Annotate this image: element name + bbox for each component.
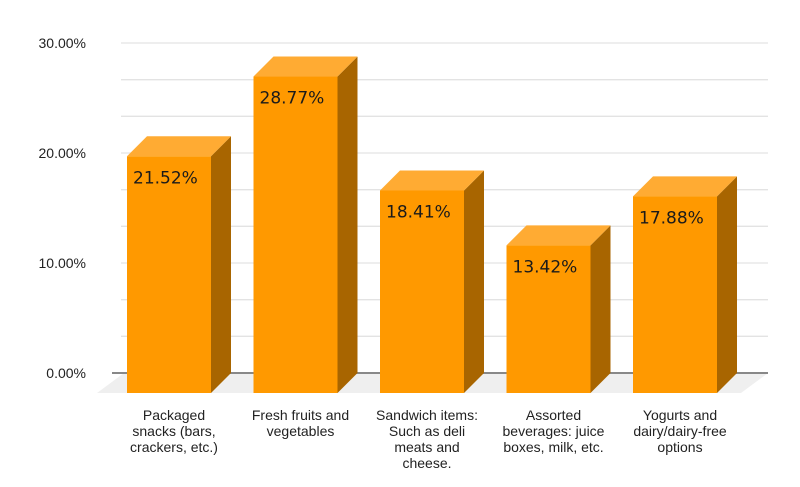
category-label: Packaged snacks (bars, crackers, etc.) (130, 407, 218, 455)
category-label-line: Fresh fruits and (252, 407, 349, 423)
bars: 21.52% 28.77% 18.41% 13.42% 17.88% (127, 56, 737, 393)
bar: 17.88% (633, 176, 737, 393)
y-axis-tick-labels: 0.00% 10.00% 20.00% 30.00% (39, 35, 86, 381)
category-label-line: boxes, milk, etc. (503, 439, 603, 455)
bar-front-face (633, 196, 717, 393)
bar-front-face (127, 156, 211, 393)
bar-front-face (253, 76, 338, 393)
bar-side-face (590, 225, 611, 393)
y-tick-label: 10.00% (39, 255, 86, 271)
category-label-line: Sandwich items: (376, 407, 478, 423)
bar-top-face (506, 225, 611, 246)
bar: 28.77% (253, 56, 358, 393)
bar-top-face (253, 56, 358, 77)
category-label-line: cheese. (402, 455, 451, 471)
data-label: 21.52% (133, 168, 198, 188)
x-axis-category-labels: Packaged snacks (bars, crackers, etc.) Fres… (130, 407, 727, 471)
bar: 18.41% (380, 170, 484, 393)
bar-side-face (717, 176, 737, 393)
category-label: Yogurts and dairy/dairy-free options (633, 407, 727, 455)
category-label-line: meats and (394, 439, 459, 455)
bar-front-face (380, 190, 464, 393)
data-label: 17.88% (639, 208, 704, 228)
category-label-line: beverages: juice (503, 423, 605, 439)
bar: 13.42% (506, 225, 611, 393)
data-label: 13.42% (513, 257, 578, 277)
bar-side-face (337, 56, 358, 393)
bar: 21.52% (127, 136, 231, 393)
data-label: 28.77% (260, 89, 325, 109)
category-label-line: Packaged (143, 407, 205, 423)
y-tick-label: 0.00% (46, 365, 86, 381)
category-label: Sandwich items: Such as deli meats and chee… (376, 407, 478, 471)
bar-side-face (211, 136, 231, 393)
category-label-line: crackers, etc.) (130, 439, 218, 455)
category-label-line: dairy/dairy-free (633, 423, 727, 439)
category-label-line: vegetables (267, 423, 335, 439)
bar-side-face (464, 170, 484, 393)
category-label-line: options (657, 439, 702, 455)
category-label: Fresh fruits and vegetables (252, 407, 349, 439)
bar-top-face (633, 176, 737, 197)
data-label: 18.41% (386, 202, 451, 222)
category-label-line: Yogurts and (643, 407, 717, 423)
category-label: Assorted beverages: juice boxes, milk, etc… (503, 407, 605, 455)
bar-top-face (380, 170, 484, 191)
y-tick-label: 20.00% (39, 145, 86, 161)
category-label-line: Such as deli (389, 423, 465, 439)
category-label-line: snacks (bars, (132, 423, 215, 439)
category-label-line: Assorted (526, 407, 581, 423)
bar-front-face (506, 245, 591, 393)
bar-top-face (127, 136, 231, 157)
y-tick-label: 30.00% (39, 35, 86, 51)
